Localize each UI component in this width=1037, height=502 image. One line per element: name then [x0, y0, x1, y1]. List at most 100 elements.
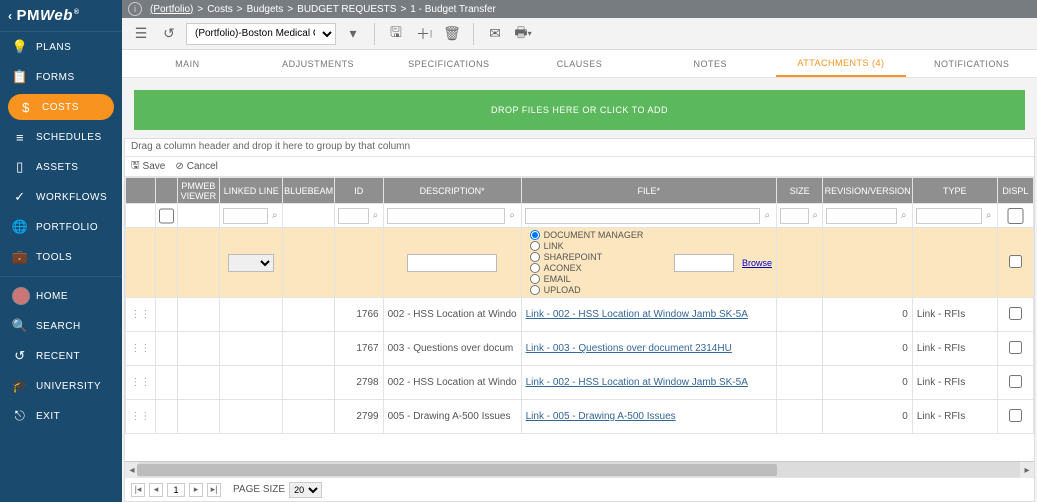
- pager-last-icon[interactable]: ▸|: [207, 483, 221, 497]
- tab-adjustments[interactable]: ADJUSTMENTS: [253, 50, 384, 77]
- pager-size-select[interactable]: 20: [289, 482, 322, 498]
- filter-linked-icon[interactable]: ⌕: [270, 209, 279, 223]
- table-row[interactable]: ⋮⋮2799005 - Drawing A-500 IssuesLink - 0…: [126, 400, 1034, 434]
- col-handle[interactable]: [126, 178, 156, 204]
- crumb-budgets[interactable]: Budgets: [247, 4, 284, 15]
- filter-rev-icon[interactable]: ⌕: [899, 209, 909, 223]
- sidebar-item-university[interactable]: 🎓UNIVERSITY: [0, 371, 122, 401]
- pager-prev-icon[interactable]: ◂: [149, 483, 163, 497]
- dropdown-icon[interactable]: ▾: [342, 23, 364, 45]
- row-handle[interactable]: ⋮⋮: [126, 332, 156, 366]
- radio-sharepoint[interactable]: SHAREPOINT: [530, 252, 644, 262]
- filter-id-icon[interactable]: ⌕: [371, 209, 379, 223]
- sidebar-item-forms[interactable]: 📋FORMS: [0, 62, 122, 92]
- cell-displ-checkbox[interactable]: [1009, 307, 1022, 320]
- col-size[interactable]: SIZE: [777, 178, 823, 204]
- col-displ[interactable]: DISPL: [997, 178, 1033, 204]
- radio-email[interactable]: EMAIL: [530, 274, 644, 284]
- cell-displ-checkbox[interactable]: [1009, 341, 1022, 354]
- row-handle[interactable]: ⋮⋮: [126, 366, 156, 400]
- table-row[interactable]: ⋮⋮2798002 - HSS Location at WindoLink - …: [126, 366, 1034, 400]
- insert-displ-checkbox[interactable]: [1009, 255, 1022, 268]
- print-icon[interactable]: 🖶▾: [512, 23, 534, 45]
- col-chk[interactable]: [155, 178, 177, 204]
- crumb-costs[interactable]: Costs: [207, 4, 233, 15]
- mail-icon[interactable]: ✉: [484, 23, 506, 45]
- cell-displ-checkbox[interactable]: [1009, 409, 1022, 422]
- sidebar-item-assets[interactable]: ▯ASSETS: [0, 152, 122, 182]
- filter-desc-input[interactable]: [387, 208, 505, 224]
- sidebar-item-costs[interactable]: $COSTS: [8, 94, 114, 120]
- dropzone[interactable]: DROP FILES HERE OR CLICK TO ADD: [134, 90, 1025, 130]
- col-desc[interactable]: DESCRIPTION*: [383, 178, 521, 204]
- tab-specifications[interactable]: SPECIFICATIONS: [383, 50, 514, 77]
- grid-save-button[interactable]: 🖫 Save: [131, 158, 165, 175]
- insert-file-input[interactable]: [674, 254, 734, 272]
- pager-next-icon[interactable]: ▸: [189, 483, 203, 497]
- tab-attachments-4-[interactable]: ATTACHMENTS (4): [776, 50, 907, 77]
- grid-cancel-button[interactable]: ⊘ Cancel: [175, 161, 218, 172]
- cell-file[interactable]: Link - 005 - Drawing A-500 Issues: [521, 400, 776, 434]
- filter-id-input[interactable]: [338, 208, 369, 224]
- browse-link[interactable]: Browse: [742, 258, 772, 268]
- scroll-thumb[interactable]: [137, 464, 777, 476]
- col-id[interactable]: ID: [334, 178, 383, 204]
- row-handle[interactable]: ⋮⋮: [126, 400, 156, 434]
- filter-size-icon[interactable]: ⌕: [811, 209, 819, 223]
- sidebar-item-portfolio[interactable]: 🌐PORTFOLIO: [0, 212, 122, 242]
- filter-file-input[interactable]: [525, 208, 760, 224]
- cell-file[interactable]: Link - 002 - HSS Location at Window Jamb…: [521, 298, 776, 332]
- col-file[interactable]: FILE*: [521, 178, 776, 204]
- tab-main[interactable]: MAIN: [122, 50, 253, 77]
- sidebar-item-home[interactable]: HOME: [0, 281, 122, 311]
- filter-file-icon[interactable]: ⌕: [762, 209, 773, 223]
- add-icon[interactable]: ＋|: [413, 23, 435, 45]
- table-row[interactable]: ⋮⋮1767003 - Questions over documLink - 0…: [126, 332, 1034, 366]
- history-icon[interactable]: ↺: [158, 23, 180, 45]
- cell-file[interactable]: Link - 003 - Questions over document 231…: [521, 332, 776, 366]
- pager-page-input[interactable]: [167, 483, 185, 497]
- col-rev[interactable]: REVISION/VERSION: [823, 178, 913, 204]
- grid-scroll[interactable]: PMWEB VIEWERLINKED LINEBLUEBEAMIDDESCRIP…: [125, 177, 1034, 461]
- insert-desc-input[interactable]: [407, 254, 497, 272]
- sidebar-item-search[interactable]: 🔍SEARCH: [0, 311, 122, 341]
- logo[interactable]: ‹ PMWeb®: [0, 0, 122, 32]
- filter-linked-input[interactable]: [223, 208, 268, 224]
- filter-rev-input[interactable]: [826, 208, 896, 224]
- sidebar-item-recent[interactable]: ↺RECENT: [0, 341, 122, 371]
- tab-notifications[interactable]: NOTIFICATIONS: [906, 50, 1037, 77]
- filter-chk-checkbox[interactable]: [159, 208, 174, 224]
- tab-clauses[interactable]: CLAUSES: [514, 50, 645, 77]
- col-type[interactable]: TYPE: [912, 178, 997, 204]
- cell-displ-checkbox[interactable]: [1009, 375, 1022, 388]
- info-icon[interactable]: i: [128, 2, 142, 16]
- sidebar-item-tools[interactable]: 💼TOOLS: [0, 242, 122, 272]
- col-viewer[interactable]: PMWEB VIEWER: [177, 178, 220, 204]
- sidebar-item-schedules[interactable]: ≡SCHEDULES: [0, 122, 122, 152]
- insert-linked-select[interactable]: [228, 254, 274, 272]
- crumb-portfolio[interactable]: (Portfolio): [150, 4, 193, 15]
- sidebar-item-plans[interactable]: 💡PLANS: [0, 32, 122, 62]
- tab-notes[interactable]: NOTES: [645, 50, 776, 77]
- radio-aconex[interactable]: ACONEX: [530, 263, 644, 273]
- project-select[interactable]: (Portfolio)-Boston Medical Center - 1: [186, 23, 336, 45]
- pager-first-icon[interactable]: |◂: [131, 483, 145, 497]
- filter-size-input[interactable]: [780, 208, 809, 224]
- filter-type-input[interactable]: [916, 208, 982, 224]
- h-scrollbar[interactable]: ◂ ▸: [125, 461, 1034, 477]
- radio-document manager[interactable]: DOCUMENT MANAGER: [530, 230, 644, 240]
- sidebar-item-workflows[interactable]: ✓WORKFLOWS: [0, 182, 122, 212]
- group-by-bar[interactable]: Drag a column header and drop it here to…: [125, 139, 1034, 157]
- delete-icon[interactable]: 🗑: [441, 23, 463, 45]
- filter-type-icon[interactable]: ⌕: [984, 209, 994, 223]
- col-linked[interactable]: LINKED LINE: [220, 178, 283, 204]
- crumb-requests[interactable]: BUDGET REQUESTS: [297, 4, 396, 15]
- radio-upload[interactable]: UPLOAD: [530, 285, 644, 295]
- scroll-right-icon[interactable]: ▸: [1020, 462, 1034, 478]
- row-handle[interactable]: ⋮⋮: [126, 298, 156, 332]
- sidebar-item-exit[interactable]: ⎋EXIT: [0, 401, 122, 431]
- filter-displ-checkbox[interactable]: [1001, 208, 1030, 224]
- cell-file[interactable]: Link - 002 - HSS Location at Window Jamb…: [521, 366, 776, 400]
- collapse-icon[interactable]: ‹: [8, 9, 13, 23]
- filter-desc-icon[interactable]: ⌕: [507, 209, 518, 223]
